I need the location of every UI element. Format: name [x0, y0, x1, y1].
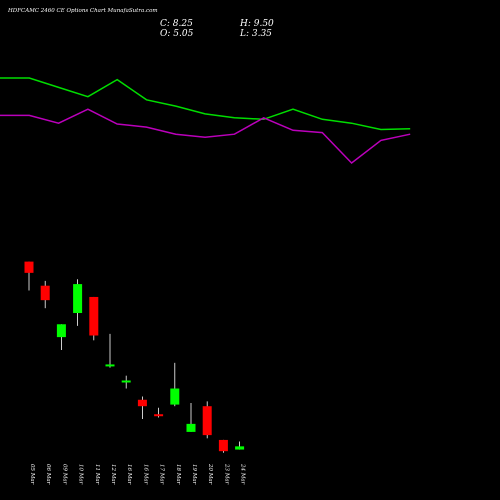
candle-up	[105, 364, 115, 367]
close-readout: C: 8.25	[160, 19, 193, 29]
candle-up	[186, 423, 196, 432]
high-readout: H: 9.50	[240, 19, 274, 29]
open-readout: O: 5.05	[160, 29, 194, 39]
candle-down	[154, 414, 164, 417]
candle-down	[40, 285, 50, 301]
candles	[24, 261, 245, 453]
candle-up	[170, 388, 180, 405]
x-tick-label: 09 Mar	[61, 464, 67, 485]
x-tick-label: 19 Mar	[191, 464, 197, 485]
candle-up	[56, 324, 66, 338]
candle-down	[202, 406, 212, 436]
x-tick-label: 11 Mar	[94, 464, 100, 485]
x-tick-label: 18 Mar	[175, 464, 181, 485]
x-tick-label: 06 Mar	[45, 464, 51, 485]
candle-up	[121, 380, 131, 383]
candle-down	[137, 399, 147, 407]
candle-down	[218, 439, 228, 452]
x-tick-label: 24 Mar	[240, 463, 246, 485]
chart-title: HDFCAMC 2460 CE Options Chart MunafaSutr…	[8, 8, 158, 14]
x-tick-label: 05 Mar	[29, 464, 35, 485]
x-tick-label: 16 Mar	[142, 464, 148, 485]
candle-up	[235, 446, 245, 450]
x-tick-label: 16 Mar	[126, 464, 132, 485]
candle-down	[24, 261, 34, 273]
x-tick-label: 23 Mar	[223, 463, 229, 485]
x-tick-label: 20 Mar	[207, 463, 213, 485]
series-line-lower	[0, 108, 411, 165]
candle-up	[73, 284, 83, 314]
series-line-upper	[0, 77, 411, 131]
x-axis-labels: 05 Mar 06 Mar 09 Mar 10 Mar 11 Mar 12 Mar 16 M…	[29, 463, 246, 485]
x-tick-label: 17 Mar	[159, 464, 165, 485]
candle-down	[89, 296, 99, 336]
low-readout: L: 3.35	[240, 29, 272, 39]
x-tick-label: 12 Mar	[110, 464, 116, 485]
x-tick-label: 10 Mar	[78, 464, 84, 485]
